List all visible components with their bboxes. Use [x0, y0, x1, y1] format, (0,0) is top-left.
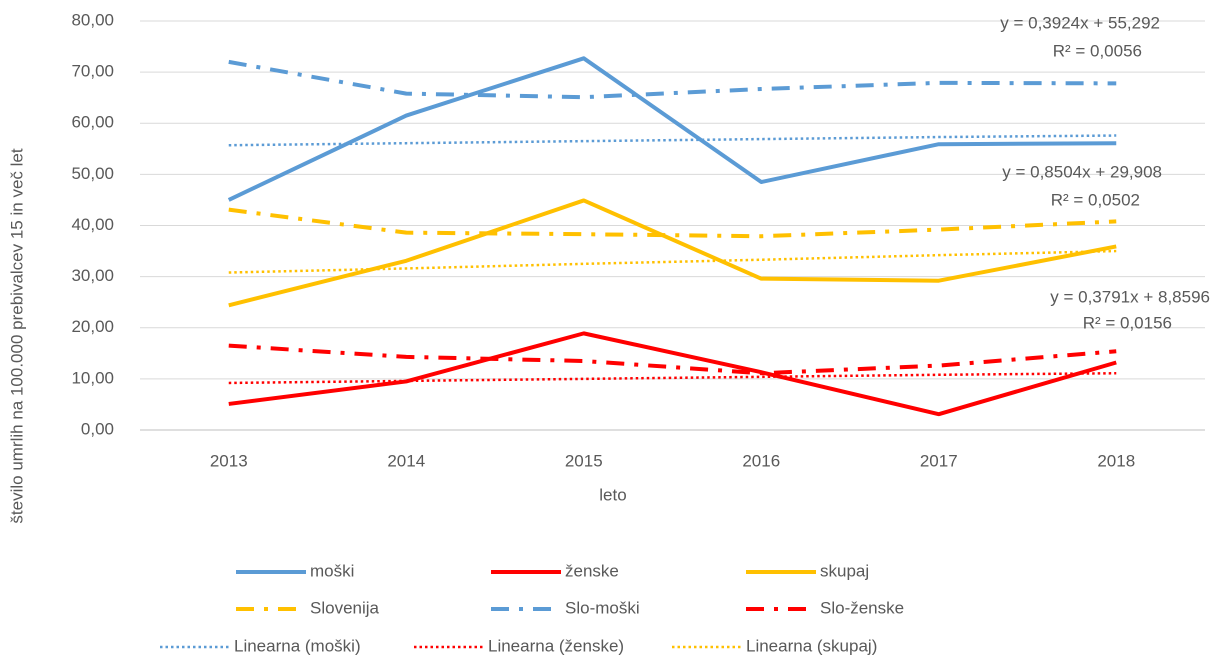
x-axis-label: leto: [599, 485, 626, 504]
x-tick-label: 2018: [1097, 451, 1135, 470]
series-line: [227, 56, 1117, 202]
y-tick-label: 60,00: [71, 113, 114, 132]
y-tick-label: 30,00: [71, 266, 114, 285]
legend-label: Linearna (skupaj): [746, 636, 877, 655]
x-tick-label: 2016: [742, 451, 780, 470]
y-tick-label: 20,00: [71, 317, 114, 336]
legend-label: Slo-ženske: [820, 598, 904, 617]
legend-label: skupaj: [820, 561, 869, 580]
legend-label: Slo-moški: [565, 598, 640, 617]
trend-r2: R² = 0,0156: [1083, 313, 1172, 332]
series-line: [228, 372, 1117, 385]
trend-equation: y = 0,3791x + 8,8596: [1050, 287, 1210, 306]
x-tick-label: 2015: [565, 451, 603, 470]
series-line: [228, 343, 1117, 376]
legend-label: ženske: [565, 561, 619, 580]
x-tick-label: 2014: [387, 451, 425, 470]
series-line: [228, 59, 1117, 100]
trend-r2: R² = 0,0502: [1051, 190, 1140, 209]
trend-equation: y = 0,3924x + 55,292: [1000, 13, 1160, 32]
x-tick-label: 2013: [210, 451, 248, 470]
legend-label: Slovenija: [310, 598, 380, 617]
legend-label: Linearna (moški): [234, 636, 361, 655]
y-tick-label: 70,00: [71, 62, 114, 81]
trend-equation: y = 0,8504x + 29,908: [1002, 162, 1162, 181]
x-tick-label: 2017: [920, 451, 958, 470]
series-line: [228, 331, 1117, 417]
y-tick-label: 0,00: [81, 419, 114, 438]
series-line: [228, 207, 1117, 239]
series-line: [228, 198, 1117, 308]
y-tick-label: 40,00: [71, 215, 114, 234]
y-axis-label: število umrlih na 100.000 prebivalcev 15…: [7, 148, 26, 523]
series-line: [228, 249, 1117, 274]
legend-label: Linearna (ženske): [488, 636, 624, 655]
y-tick-label: 10,00: [71, 368, 114, 387]
y-tick-label: 80,00: [71, 10, 114, 29]
y-tick-label: 50,00: [71, 164, 114, 183]
legend-label: moški: [310, 561, 354, 580]
trend-r2: R² = 0,0056: [1053, 41, 1142, 60]
